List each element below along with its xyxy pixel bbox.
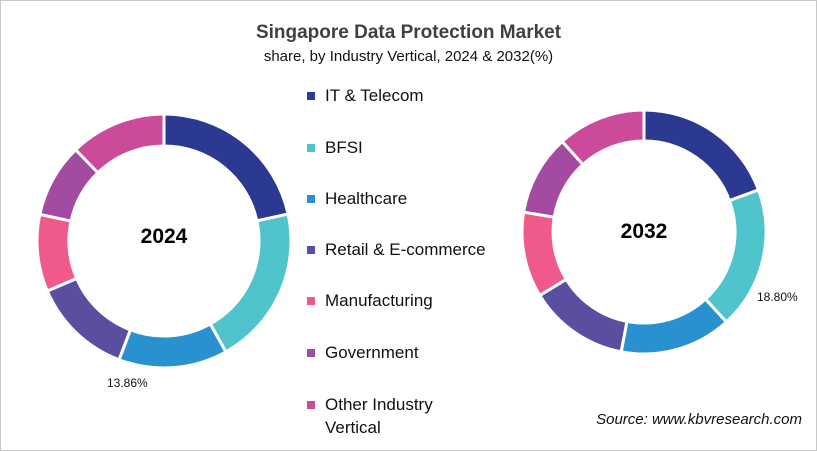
donut-slice-2032-retail-e-commerce <box>537 277 629 354</box>
data-label-bfsi-2032: 18.80% <box>757 290 798 304</box>
donut-slice-2024-bfsi <box>208 212 293 354</box>
legend-swatch <box>307 246 315 254</box>
donut-slice-2032-manufacturing <box>520 210 569 298</box>
legend-swatch <box>307 297 315 305</box>
center-label-2032: 2032 <box>620 220 668 243</box>
donut-slice-2024-other-industry-vertical <box>73 112 166 175</box>
center-label-2024: 2024 <box>140 225 188 248</box>
legend-swatch <box>307 401 315 409</box>
data-label-healthcare-2024: 13.86% <box>107 376 148 390</box>
donut-slice-2024-healthcare <box>117 321 228 370</box>
legend-swatch <box>307 92 315 100</box>
donut-slice-2024-retail-e-commerce <box>45 276 133 362</box>
chart-subtitle: share, by Industry Vertical, 2024 & 2032… <box>263 48 554 65</box>
donut-slice-2032-other-industry-vertical <box>560 108 646 167</box>
legend-swatch <box>307 349 315 357</box>
donut-slice-2032-healthcare <box>619 296 729 356</box>
donut-slice-2024-manufacturing <box>35 212 79 293</box>
legend-swatch <box>307 195 315 203</box>
donut-slice-2032-it-telecom <box>642 108 761 203</box>
legend-swatch <box>307 144 315 152</box>
chart-title: Singapore Data Protection Market <box>255 22 562 43</box>
donut-slice-2024-it-telecom <box>162 112 290 223</box>
source-note: Source: www.kbvresearch.com <box>596 411 802 428</box>
